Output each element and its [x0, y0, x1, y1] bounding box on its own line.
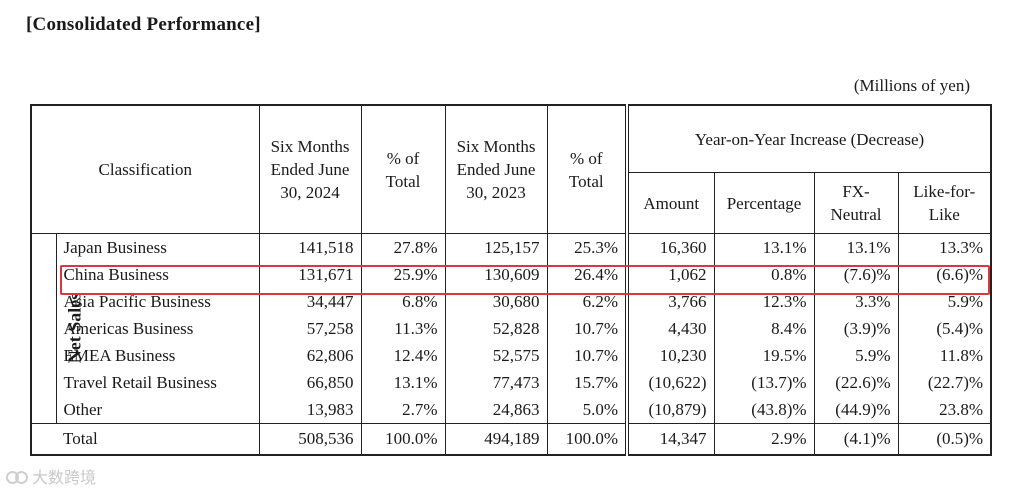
cell-pct-2023: 10.7% — [546, 342, 628, 369]
row-label: Travel Retail Business — [55, 369, 260, 396]
cell-pct-2024: 6.8% — [360, 288, 446, 315]
cell-fx-neutral: 3.3% — [813, 288, 899, 315]
row-label: China Business — [55, 261, 260, 288]
cell-pct-2024: 2.7% — [360, 396, 446, 424]
cell-value-2024: 13,983 — [258, 396, 362, 424]
cell-fx-neutral: (22.6)% — [813, 369, 899, 396]
header-pct-total-2023: % of Total — [546, 104, 628, 234]
cell-percentage: 13.1% — [713, 233, 815, 261]
total-pct-2023: 100.0% — [546, 423, 628, 456]
cell-pct-2024: 13.1% — [360, 369, 446, 396]
header-six-months-2024: Six Months Ended June 30, 2024 — [258, 104, 362, 234]
cell-value-2024: 57,258 — [258, 315, 362, 342]
cell-value-2023: 30,680 — [444, 288, 548, 315]
cell-percentage: (43.8)% — [713, 396, 815, 424]
table-row: Travel Retail Business 66,850 13.1% 77,4… — [31, 369, 992, 396]
cell-value-2023: 130,609 — [444, 261, 548, 288]
row-label: EMEA Business — [55, 342, 260, 369]
section-heading: [Consolidated Performance] — [26, 14, 261, 35]
cell-value-2024: 131,671 — [258, 261, 362, 288]
cell-amount: 3,766 — [625, 288, 715, 315]
cell-like-for-like: (22.7)% — [897, 369, 992, 396]
cell-percentage: (13.7)% — [713, 369, 815, 396]
cell-pct-2023: 15.7% — [546, 369, 628, 396]
row-label: Americas Business — [55, 315, 260, 342]
table-row: Net Sales Japan Business 141,518 27.8% 1… — [30, 233, 992, 424]
cell-pct-2024: 12.4% — [360, 342, 446, 369]
cell-like-for-like: (5.4)% — [897, 315, 992, 342]
cell-value-2023: 52,575 — [444, 342, 548, 369]
table-row: Americas Business 57,258 11.3% 52,828 10… — [31, 315, 992, 342]
total-label: Total — [56, 423, 260, 456]
cell-fx-neutral: 5.9% — [813, 342, 899, 369]
cell-pct-2024: 25.9% — [360, 261, 446, 288]
header-percentage: Percentage — [713, 172, 815, 234]
cell-like-for-like: 11.8% — [897, 342, 992, 369]
total-amount: 14,347 — [625, 423, 715, 456]
cell-like-for-like: 5.9% — [897, 288, 992, 315]
cell-fx-neutral: 13.1% — [813, 233, 899, 261]
cell-pct-2023: 5.0% — [546, 396, 628, 424]
total-like-for-like: (0.5)% — [897, 423, 992, 456]
cell-value-2023: 77,473 — [444, 369, 548, 396]
cell-value-2024: 141,518 — [258, 233, 362, 261]
cell-amount: (10,879) — [625, 396, 715, 424]
total-fx-neutral: (4.1)% — [813, 423, 899, 456]
cell-fx-neutral: (44.9)% — [813, 396, 899, 424]
cell-pct-2024: 27.8% — [360, 233, 446, 261]
cell-value-2024: 34,447 — [258, 288, 362, 315]
header-six-months-2023: Six Months Ended June 30, 2023 — [444, 104, 548, 234]
cell-like-for-like: 13.3% — [897, 233, 992, 261]
row-label: Other — [55, 396, 260, 424]
cell-value-2023: 24,863 — [444, 396, 548, 424]
table-row: China Business 131,671 25.9% 130,609 26.… — [31, 261, 992, 288]
table-row: EMEA Business 62,806 12.4% 52,575 10.7% … — [31, 342, 992, 369]
cell-amount: (10,622) — [625, 369, 715, 396]
cell-value-2024: 66,850 — [258, 369, 362, 396]
cell-amount: 1,062 — [625, 261, 715, 288]
header-like-for-like: Like-for-Like — [897, 172, 992, 234]
total-value-2023: 494,189 — [444, 423, 548, 456]
cell-value-2024: 62,806 — [258, 342, 362, 369]
cell-fx-neutral: (3.9)% — [813, 315, 899, 342]
header-fx-neutral: FX-Neutral — [813, 172, 899, 234]
total-pct-2024: 100.0% — [360, 423, 446, 456]
cell-pct-2023: 26.4% — [546, 261, 628, 288]
watermark-text: 大数跨境 — [32, 468, 97, 487]
cell-like-for-like: 23.8% — [897, 396, 992, 424]
row-label: Asia Pacific Business — [55, 288, 260, 315]
cell-percentage: 8.4% — [713, 315, 815, 342]
total-value-2024: 508,536 — [258, 423, 362, 456]
cell-value-2023: 125,157 — [444, 233, 548, 261]
cell-like-for-like: (6.6)% — [897, 261, 992, 288]
header-amount: Amount — [625, 172, 715, 234]
cell-pct-2024: 11.3% — [360, 315, 446, 342]
cell-pct-2023: 25.3% — [546, 233, 628, 261]
watermark: 大数跨境 — [6, 464, 96, 488]
total-spacer — [30, 423, 56, 456]
row-label: Japan Business — [55, 233, 260, 261]
cell-pct-2023: 10.7% — [546, 315, 628, 342]
total-percentage: 2.9% — [713, 423, 815, 456]
header-pct-total-2024: % of Total — [360, 104, 446, 234]
cell-percentage: 12.3% — [713, 288, 815, 315]
cell-amount: 10,230 — [625, 342, 715, 369]
performance-table: Classification Six Months Ended June 30,… — [30, 104, 993, 456]
cell-amount: 16,360 — [625, 233, 715, 261]
net-sales-group-label: Net Sales — [30, 233, 84, 424]
table-row: Other 13,983 2.7% 24,863 5.0% (10,879) (… — [31, 396, 992, 424]
table-row: Asia Pacific Business 34,447 6.8% 30,680… — [31, 288, 992, 315]
cell-pct-2023: 6.2% — [546, 288, 628, 315]
header-classification: Classification — [30, 104, 260, 234]
cell-value-2023: 52,828 — [444, 315, 548, 342]
cell-fx-neutral: (7.6)% — [813, 261, 899, 288]
cell-amount: 4,430 — [625, 315, 715, 342]
performance-table-container: Classification Six Months Ended June 30,… — [30, 104, 993, 456]
cell-percentage: 19.5% — [713, 342, 815, 369]
watermark-logo-icon — [6, 468, 28, 484]
cell-percentage: 0.8% — [713, 261, 815, 288]
header-yoy: Year-on-Year Increase (Decrease) — [625, 104, 992, 173]
total-row: Total 508,536 100.0% 494,189 100.0% 14,3… — [30, 423, 992, 456]
unit-note: (Millions of yen) — [853, 76, 970, 95]
